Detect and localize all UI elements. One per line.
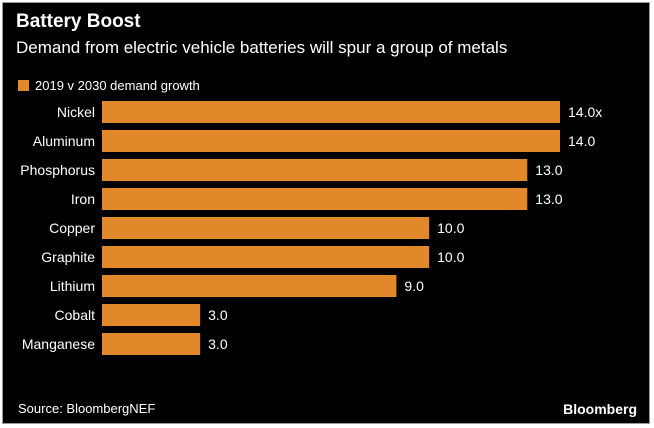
- value-label: 3.0: [208, 307, 228, 323]
- category-label: Copper: [49, 220, 95, 236]
- category-label: Lithium: [50, 278, 95, 294]
- source-note: Source: BloombergNEF: [18, 401, 156, 416]
- bloomberg-logo: Bloomberg: [563, 401, 637, 417]
- legend-swatch: [18, 80, 29, 91]
- bar: [102, 246, 430, 268]
- category-label: Phosphorus: [20, 162, 95, 178]
- category-label: Graphite: [41, 249, 95, 265]
- category-label: Cobalt: [55, 307, 96, 323]
- bar-chart: Nickel 14.0x Aluminum 14.0 Phosphorus 13.0 Iro…: [20, 101, 602, 355]
- value-label: 13.0: [535, 191, 562, 207]
- value-label: 14.0: [568, 133, 595, 149]
- legend: 2019 v 2030 demand growth: [18, 78, 200, 93]
- value-label: 14.0x: [568, 104, 602, 120]
- value-label: 3.0: [208, 336, 228, 352]
- category-label: Iron: [71, 191, 95, 207]
- bar: [102, 217, 430, 239]
- value-label: 9.0: [404, 278, 424, 294]
- category-label: Aluminum: [33, 133, 95, 149]
- bar: [102, 101, 560, 123]
- bar: [102, 188, 528, 210]
- bar: [102, 159, 528, 181]
- legend-label: 2019 v 2030 demand growth: [35, 78, 200, 93]
- value-label: 13.0: [535, 162, 562, 178]
- category-label: Manganese: [22, 336, 95, 352]
- bar: [102, 333, 201, 355]
- value-label: 10.0: [437, 220, 464, 236]
- chart-subtitle: Demand from electric vehicle batteries w…: [16, 38, 508, 57]
- bar: [102, 130, 560, 152]
- category-label: Nickel: [57, 104, 95, 120]
- chart-title: Battery Boost: [16, 11, 141, 32]
- bar: [102, 275, 397, 297]
- value-label: 10.0: [437, 249, 464, 265]
- bar: [102, 304, 201, 326]
- chart-frame: Battery Boost Demand from electric vehic…: [2, 2, 650, 424]
